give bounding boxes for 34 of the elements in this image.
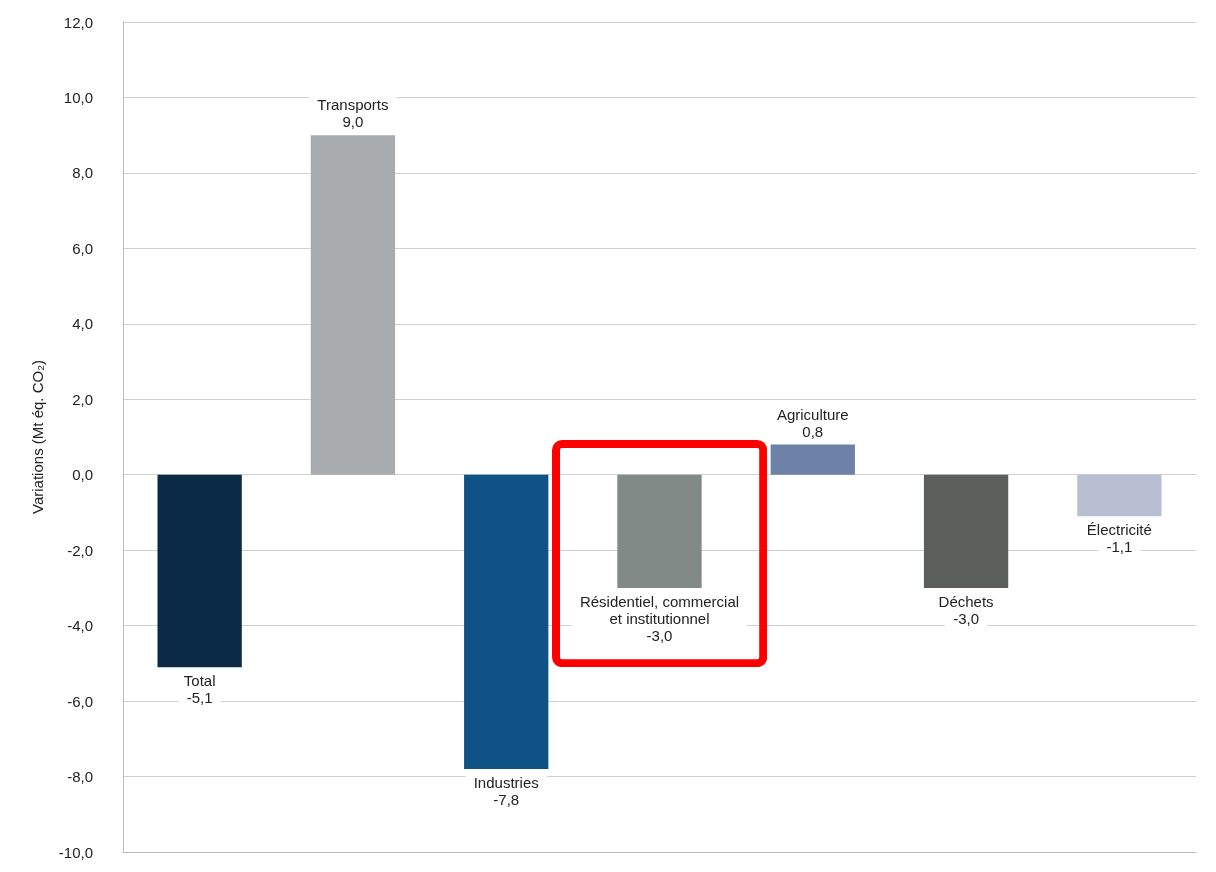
y-tick-label: -4,0 xyxy=(67,617,93,635)
data-label: 0,8 xyxy=(802,422,824,440)
y-tick-label: 4,0 xyxy=(72,315,93,333)
y-tick-label: 10,0 xyxy=(63,88,93,106)
data-label: -3,0 xyxy=(953,609,979,627)
y-tick-label: -6,0 xyxy=(67,692,93,710)
data-label: -1,1 xyxy=(1106,538,1133,556)
bar xyxy=(770,444,855,475)
y-tick-label: 8,0 xyxy=(72,164,93,182)
x-tick-label: Transports xyxy=(317,96,389,114)
y-tick-label: -2,0 xyxy=(67,541,93,559)
y-tick-label: -8,0 xyxy=(67,768,93,786)
bar xyxy=(923,474,1009,588)
bar xyxy=(1077,474,1162,517)
y-tick-label: 2,0 xyxy=(72,390,93,408)
data-label: 9,0 xyxy=(342,113,364,131)
bar xyxy=(310,135,396,475)
x-tick-label: Électricité xyxy=(1086,521,1152,539)
x-tick-label: Déchets xyxy=(938,592,994,610)
y-axis-title: Variations (Mt éq. CO₂) xyxy=(29,360,46,514)
x-tick-label: Total xyxy=(183,672,216,690)
x-tick-label: Résidentiel, commercial et institutionnel xyxy=(579,592,740,627)
y-tick-label: 12,0 xyxy=(63,13,93,31)
data-label: -5,1 xyxy=(186,689,213,707)
bar xyxy=(464,474,549,769)
data-label: -3,0 xyxy=(646,626,673,644)
bar xyxy=(617,474,702,588)
y-tick-label: 0,0 xyxy=(72,466,93,484)
bar xyxy=(157,474,242,668)
x-tick-label: Industries xyxy=(473,774,539,791)
x-tick-label: Agriculture xyxy=(776,405,849,423)
y-tick-label: 6,0 xyxy=(72,239,93,257)
y-tick-label: -10,0 xyxy=(58,843,93,861)
data-label: -7,8 xyxy=(493,791,520,808)
